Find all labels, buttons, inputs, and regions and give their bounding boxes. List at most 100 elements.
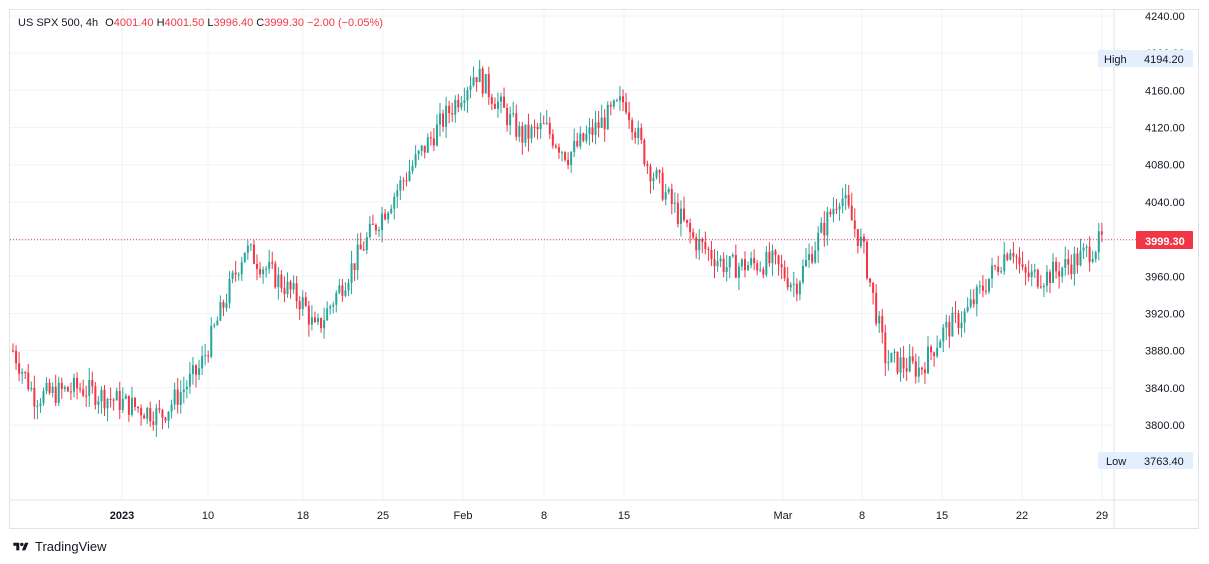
candle[interactable]	[219, 295, 222, 322]
candle[interactable]	[1033, 263, 1036, 279]
candle[interactable]	[1042, 283, 1045, 298]
candle[interactable]	[737, 262, 740, 291]
candle[interactable]	[1067, 249, 1070, 275]
candle[interactable]	[1100, 222, 1103, 243]
candle[interactable]	[805, 247, 807, 268]
candle[interactable]	[368, 216, 371, 239]
candle[interactable]	[356, 233, 359, 280]
candle[interactable]	[1064, 246, 1067, 276]
candle[interactable]	[243, 252, 246, 263]
candle[interactable]	[750, 251, 753, 269]
candle[interactable]	[216, 316, 219, 326]
candle[interactable]	[731, 252, 734, 258]
candle[interactable]	[1091, 250, 1094, 264]
candle[interactable]	[798, 280, 801, 301]
candle[interactable]	[609, 101, 612, 116]
candle[interactable]	[561, 150, 563, 162]
candle[interactable]	[362, 241, 365, 251]
candle[interactable]	[713, 248, 716, 279]
candle[interactable]	[85, 385, 88, 407]
candle[interactable]	[478, 60, 481, 83]
candle[interactable]	[856, 229, 859, 254]
candle[interactable]	[231, 270, 234, 284]
candle[interactable]	[423, 145, 426, 159]
candle[interactable]	[588, 118, 591, 146]
candle[interactable]	[695, 233, 698, 259]
candle[interactable]	[454, 95, 457, 123]
candle[interactable]	[100, 386, 103, 414]
candle[interactable]	[679, 200, 682, 237]
candle[interactable]	[683, 196, 685, 223]
candle[interactable]	[853, 208, 856, 238]
candle[interactable]	[262, 266, 265, 284]
candles-layer[interactable]	[12, 60, 1103, 438]
candle[interactable]	[63, 385, 66, 392]
candle[interactable]	[832, 197, 835, 223]
candle[interactable]	[481, 66, 484, 98]
candle[interactable]	[576, 132, 579, 149]
candle[interactable]	[661, 167, 664, 202]
candle[interactable]	[1006, 252, 1009, 262]
candle[interactable]	[460, 96, 463, 111]
candle[interactable]	[457, 94, 460, 113]
candle[interactable]	[920, 366, 923, 376]
candle[interactable]	[570, 150, 573, 173]
candle[interactable]	[466, 86, 469, 113]
candle[interactable]	[893, 348, 896, 363]
x-axis[interactable]: 2023 10 18 25 Feb 8 15 Mar 8 15 22 29	[110, 510, 1108, 522]
candle[interactable]	[673, 192, 676, 213]
candle[interactable]	[51, 382, 54, 398]
candle[interactable]	[179, 380, 182, 414]
candle[interactable]	[329, 304, 332, 315]
candle[interactable]	[676, 193, 679, 228]
candle[interactable]	[259, 262, 262, 278]
candle[interactable]	[716, 250, 719, 272]
candle[interactable]	[417, 149, 420, 161]
candle[interactable]	[374, 223, 377, 235]
candle[interactable]	[847, 185, 850, 209]
candle[interactable]	[143, 413, 146, 419]
candle[interactable]	[317, 313, 319, 326]
candle[interactable]	[118, 381, 121, 420]
candle[interactable]	[1018, 247, 1021, 274]
candle[interactable]	[1003, 241, 1006, 275]
candle[interactable]	[1036, 268, 1039, 289]
candle[interactable]	[490, 93, 493, 111]
candle[interactable]	[167, 411, 170, 429]
candle[interactable]	[1009, 249, 1012, 261]
candle[interactable]	[1052, 253, 1055, 283]
candle[interactable]	[872, 282, 875, 305]
candle[interactable]	[899, 347, 902, 382]
candle[interactable]	[30, 381, 33, 392]
candle[interactable]	[378, 226, 380, 237]
candle[interactable]	[991, 257, 994, 288]
candle[interactable]	[747, 261, 750, 271]
candle[interactable]	[646, 160, 649, 174]
candle[interactable]	[97, 396, 100, 414]
candle[interactable]	[503, 87, 506, 108]
candle[interactable]	[182, 376, 185, 404]
candle[interactable]	[942, 323, 945, 353]
candle[interactable]	[655, 167, 658, 180]
candle[interactable]	[533, 119, 536, 138]
candle[interactable]	[689, 218, 692, 244]
candle[interactable]	[927, 336, 929, 375]
candle[interactable]	[124, 393, 127, 400]
candle[interactable]	[402, 177, 405, 191]
candle[interactable]	[60, 377, 63, 399]
candle[interactable]	[134, 397, 136, 411]
candle[interactable]	[881, 308, 884, 344]
candle[interactable]	[994, 264, 997, 271]
candle[interactable]	[981, 274, 984, 298]
candle[interactable]	[911, 346, 914, 365]
candle[interactable]	[1082, 243, 1085, 260]
candle[interactable]	[344, 282, 347, 298]
candle[interactable]	[859, 228, 862, 249]
candle[interactable]	[792, 271, 795, 298]
candle[interactable]	[42, 387, 45, 406]
candle[interactable]	[783, 260, 786, 282]
candle[interactable]	[15, 345, 18, 370]
candle[interactable]	[710, 240, 713, 267]
candle[interactable]	[554, 143, 557, 149]
candle[interactable]	[271, 251, 274, 269]
